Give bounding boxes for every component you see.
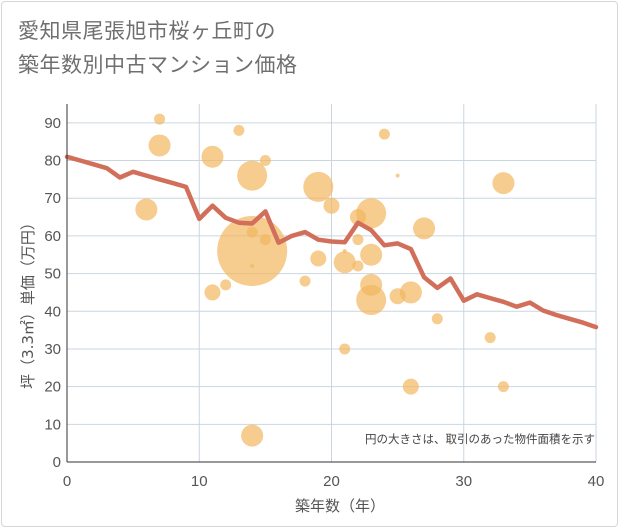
data-bubble (303, 171, 334, 202)
data-bubble (352, 234, 364, 246)
data-bubble (237, 160, 268, 191)
data-bubble (484, 332, 496, 344)
data-bubble (356, 284, 387, 315)
y-tick-label: 60 (44, 228, 61, 245)
data-bubble (233, 124, 245, 136)
data-bubble (135, 198, 158, 221)
data-bubble (378, 128, 390, 140)
y-tick-label: 30 (44, 341, 61, 358)
y-tick-label: 0 (53, 454, 61, 471)
y-tick-label: 70 (44, 190, 61, 207)
data-bubble (431, 313, 443, 325)
data-bubble (360, 243, 383, 266)
data-bubble (310, 250, 327, 267)
axes: 0 10 20 30 40 50 60 70 80 90 0 10 20 30 40 (44, 104, 604, 490)
y-tick-label: 40 (44, 303, 61, 320)
data-bubble (148, 134, 171, 157)
data-bubble (250, 264, 255, 269)
x-tick-label: 40 (588, 473, 605, 490)
price-trend-line (64, 154, 599, 330)
y-tick-label: 20 (44, 379, 61, 396)
y-axis-label: 坪（3.3㎡）単価（万円） (19, 215, 37, 389)
data-bubble (413, 217, 436, 240)
grid-lines (67, 104, 597, 462)
y-tick-label: 80 (44, 153, 61, 170)
data-bubble (259, 155, 271, 167)
data-bubble (492, 172, 515, 195)
data-bubble (349, 209, 366, 226)
x-tick-label: 10 (191, 473, 208, 490)
data-bubble (154, 113, 166, 125)
data-bubble (299, 275, 311, 287)
data-bubble (395, 173, 400, 178)
bubble-size-note: 円の大きさは、取引のあった物件面積を示す (365, 432, 595, 446)
x-tick-label: 20 (323, 473, 340, 490)
x-tick-label: 30 (455, 473, 472, 490)
data-bubble (204, 284, 221, 301)
data-bubble (389, 288, 406, 305)
y-tick-label: 10 (44, 416, 61, 433)
data-bubble (241, 424, 264, 447)
data-bubble (497, 381, 509, 393)
y-tick-label: 90 (44, 115, 61, 132)
chart-title-line-1: 愛知県尾張旭市桜ヶ丘町の (18, 19, 276, 43)
data-bubble (402, 378, 419, 395)
data-bubble (333, 251, 356, 274)
data-bubble (220, 279, 232, 291)
trend-line (64, 154, 599, 330)
data-bubble (352, 260, 364, 272)
data-bubble (201, 145, 224, 168)
chart-title-line-2: 築年数別中古マンション価格 (18, 53, 298, 77)
bubble-series (135, 113, 515, 447)
chart-title: 愛知県尾張旭市桜ヶ丘町の 築年数別中古マンション価格 (18, 14, 298, 82)
y-tick-label: 50 (44, 266, 61, 283)
data-bubble (339, 343, 351, 355)
data-bubble (217, 215, 288, 286)
x-axis-label: 築年数（年） (295, 497, 385, 515)
data-bubble (323, 197, 340, 214)
x-tick-label: 0 (63, 473, 71, 490)
